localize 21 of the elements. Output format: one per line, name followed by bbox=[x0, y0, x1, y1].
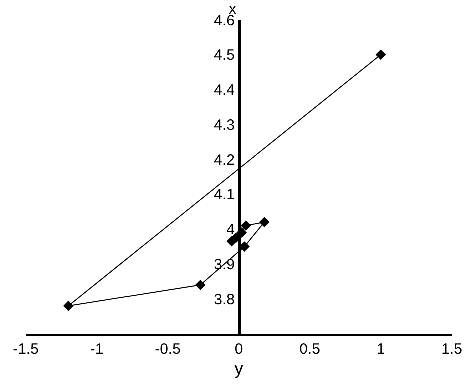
y-tick-label: 4 bbox=[226, 222, 235, 239]
y-tick-label: 4.4 bbox=[214, 82, 235, 100]
y-tick-label: 4.1 bbox=[214, 186, 235, 204]
x-tick-label: -1.5 bbox=[13, 341, 39, 358]
point bbox=[376, 50, 386, 60]
x-tick-label: 1.5 bbox=[442, 341, 462, 358]
y-tick-label: 4.2 bbox=[214, 152, 235, 169]
point bbox=[259, 217, 270, 228]
point bbox=[226, 236, 238, 247]
y-tick-label: 4.3 bbox=[214, 116, 235, 134]
y-tick-label: 3.8 bbox=[214, 291, 235, 308]
x-tick-label: 0 bbox=[234, 341, 244, 358]
x-tick-label: -1 bbox=[90, 341, 104, 358]
point bbox=[63, 300, 74, 312]
x-tick-label: -0.5 bbox=[155, 341, 181, 358]
x-tick-label: 0.5 bbox=[300, 341, 320, 358]
point bbox=[195, 280, 206, 290]
point bbox=[240, 220, 252, 232]
x-axis-title: y bbox=[234, 358, 244, 379]
x-tick-label: 1 bbox=[376, 341, 386, 358]
y-tick-label: 4.5 bbox=[214, 47, 235, 64]
